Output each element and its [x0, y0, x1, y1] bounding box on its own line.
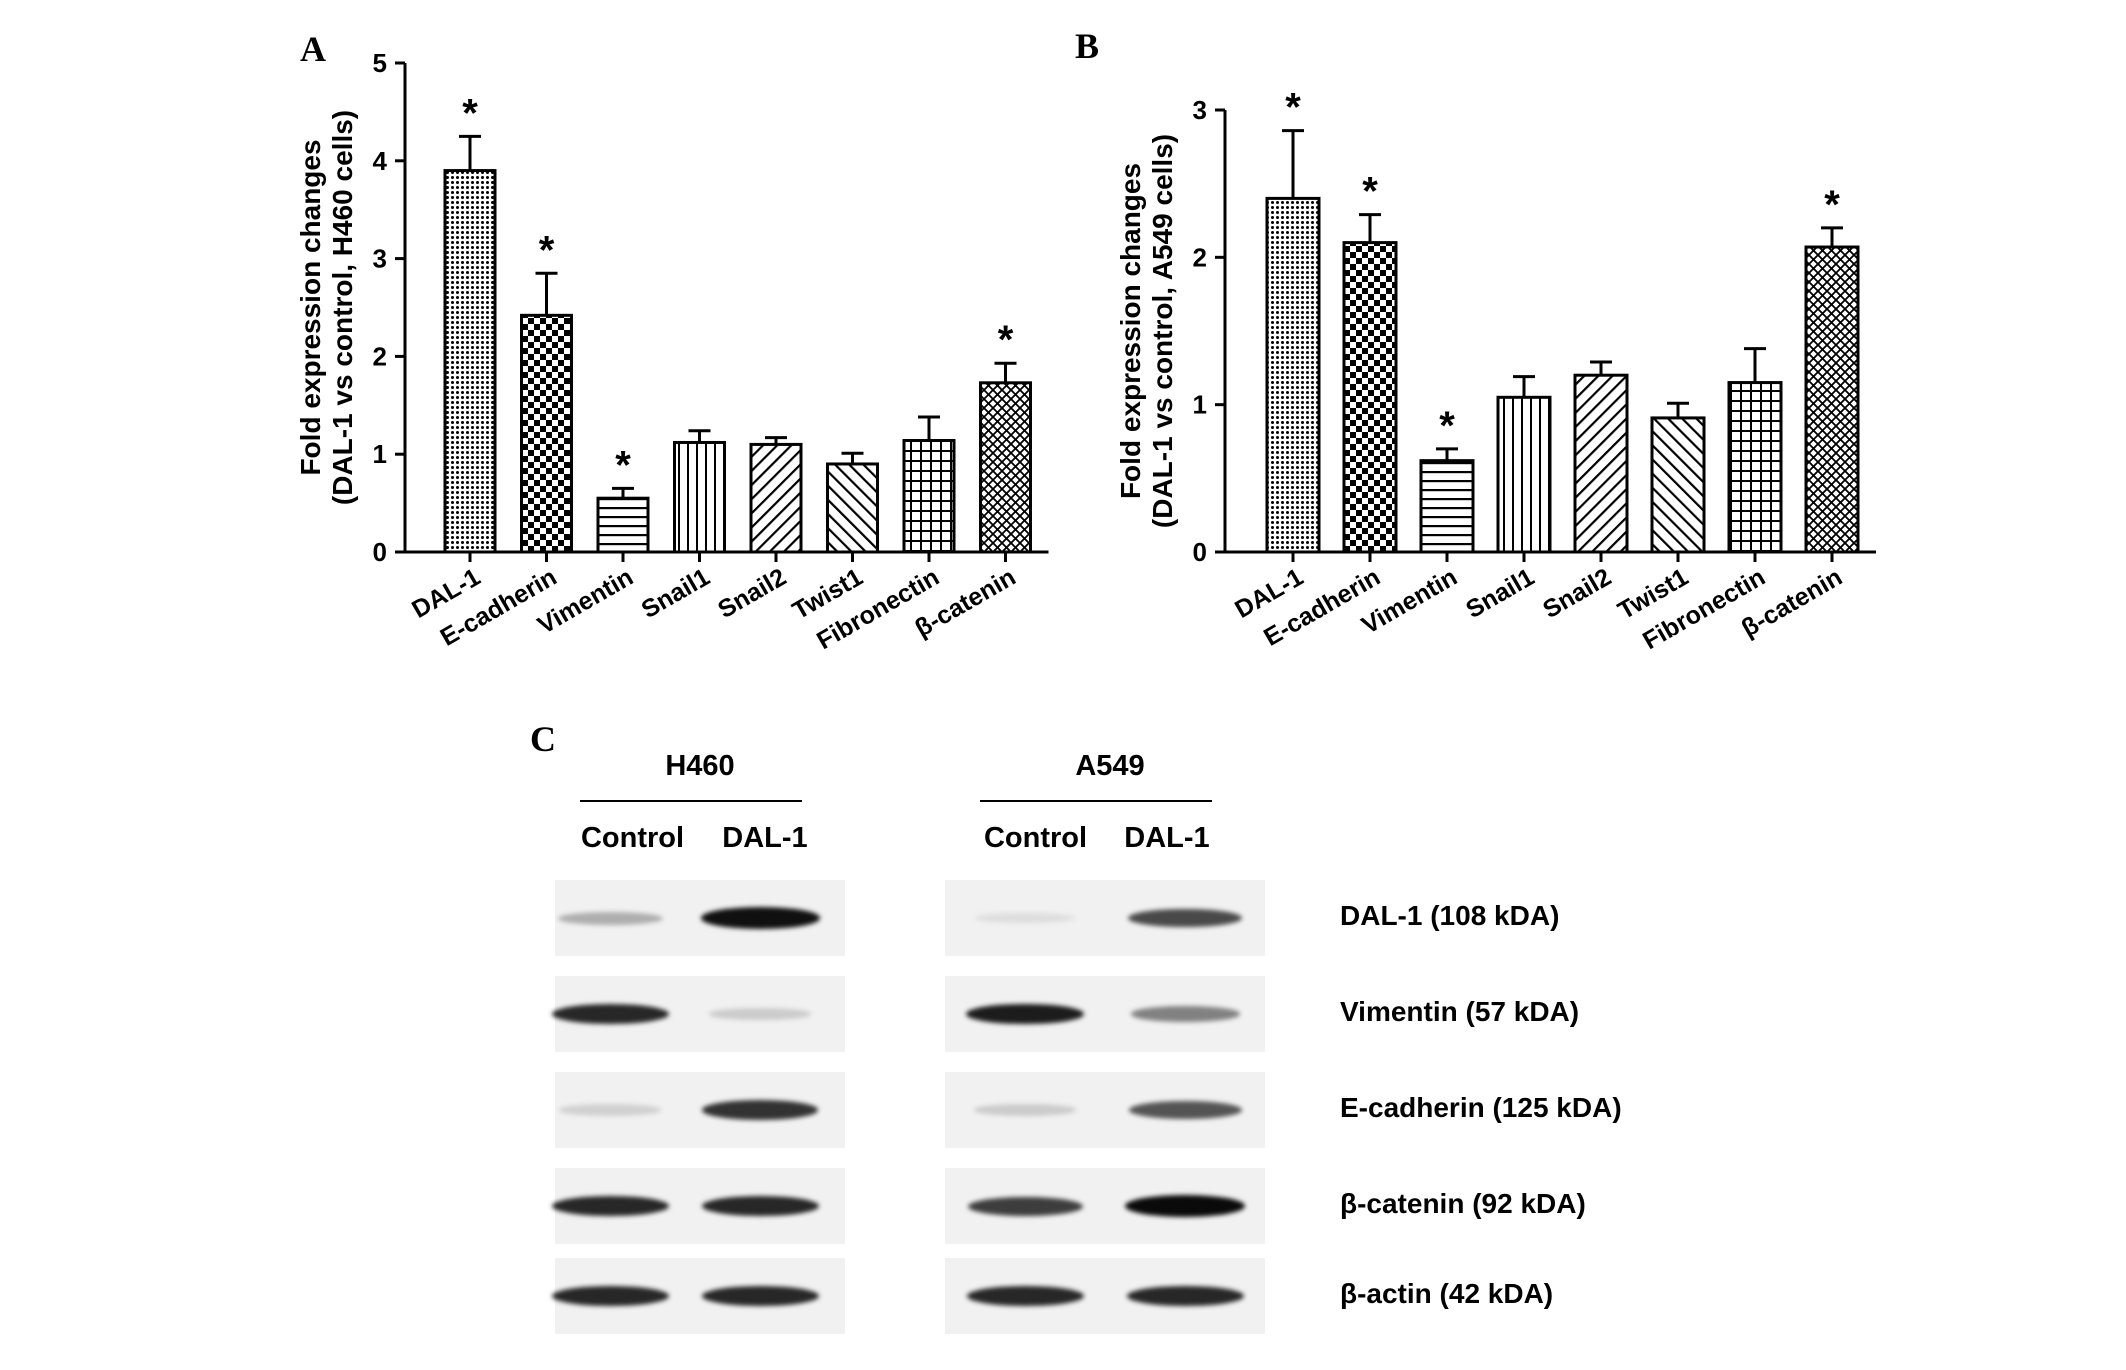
significance-marker: * — [1285, 86, 1301, 130]
lane-h460-dal1: DAL-1 — [722, 822, 808, 854]
lane-a549-dal1: DAL-1 — [1124, 822, 1210, 854]
panel-label-a: A — [300, 29, 326, 69]
blot-band — [702, 1100, 818, 1120]
significance-marker: * — [615, 443, 631, 487]
protein-size: (125 kDA) — [1484, 1092, 1622, 1123]
bar-chart-a549: 0 1 2 3 Fold expression changes (DAL-1 vs con… — [1115, 86, 1876, 655]
y-tick-label: 1 — [1193, 390, 1207, 420]
panel-label-b: B — [1075, 26, 1100, 66]
bar-snail2 — [1573, 373, 1629, 554]
significance-marker: * — [539, 228, 555, 272]
bar-snail2 — [749, 442, 803, 554]
blot-band — [1128, 908, 1242, 928]
protein-name: β-actin — [1340, 1278, 1432, 1309]
blot-band — [557, 911, 663, 925]
significance-marker: * — [1824, 183, 1840, 227]
blot-label: β-catenin (92 kDA) — [1340, 1188, 1586, 1220]
blot-band — [700, 907, 820, 929]
y-axis-label: (DAL-1 vs control, A549 cells) — [1147, 134, 1178, 528]
protein-name: E-cadherin — [1340, 1092, 1485, 1123]
blot-band — [1126, 1285, 1244, 1307]
bar-twist1 — [826, 462, 879, 554]
blot-label: Vimentin (57 kDA) — [1340, 996, 1579, 1028]
y-tick-label: 1 — [373, 439, 387, 469]
bar-dal-1 — [443, 169, 497, 554]
protein-size: (92 kDA) — [1464, 1188, 1586, 1219]
panel-label-c: C — [530, 719, 556, 759]
bar-e-cadherin — [1342, 241, 1398, 554]
lane-h460-control: Control — [580, 822, 685, 854]
bar-fibronectin — [902, 439, 956, 554]
y-tick-label: 0 — [373, 537, 387, 567]
significance-marker: * — [1362, 170, 1378, 214]
protein-name: DAL-1 — [1340, 900, 1423, 931]
blot-band — [1130, 1006, 1240, 1022]
protein-name: β-catenin — [1340, 1188, 1465, 1219]
blot-band — [966, 1285, 1084, 1307]
protein-size: (108 kDA) — [1422, 900, 1560, 931]
y-tick-label: 0 — [1193, 537, 1207, 567]
cell-line-h460: H460 — [665, 750, 735, 782]
significance-marker: * — [998, 318, 1014, 362]
y-axis-label: Fold expression changes — [295, 139, 326, 475]
bar-e-cadherin — [520, 313, 573, 554]
protein-name: Vimentin — [1340, 996, 1458, 1027]
blot-band — [967, 1196, 1083, 1216]
a549-divider — [980, 800, 1212, 802]
blot-label: DAL-1 (108 kDA) — [1340, 900, 1559, 932]
blot-band — [1128, 1101, 1242, 1119]
blot-band — [708, 1008, 812, 1020]
blot-band — [701, 1285, 819, 1307]
bar-snail1 — [673, 440, 726, 554]
bar-twist1 — [1650, 416, 1706, 554]
protein-size: (42 kDA) — [1431, 1278, 1554, 1309]
lane-a549-control: Control — [983, 822, 1088, 854]
blot-label: β-actin (42 kDA) — [1340, 1278, 1553, 1310]
blot-band — [559, 1104, 661, 1116]
blot-label: E-cadherin (125 kDA) — [1340, 1092, 1622, 1124]
bar--catenin — [979, 381, 1032, 554]
y-axis-label: Fold expression changes — [1115, 163, 1146, 499]
blot-band — [974, 912, 1076, 924]
blot-band — [551, 1195, 669, 1217]
cell-line-a549: A549 — [1075, 750, 1145, 782]
y-tick-label: 4 — [373, 146, 388, 176]
bar-chart-h460: 0 1 2 3 4 5 Fold expression changes (DAL-1 vs c… — [295, 48, 1049, 655]
blot-band — [973, 1104, 1077, 1116]
y-axis-label: (DAL-1 vs control, H460 cells) — [327, 110, 358, 505]
y-tick-label: 3 — [1193, 95, 1207, 125]
blot-band — [701, 1195, 819, 1217]
bar-vimentin — [1419, 459, 1475, 554]
protein-size: (57 kDA) — [1457, 996, 1580, 1027]
h460-divider — [580, 800, 802, 802]
y-tick-label: 3 — [373, 244, 387, 274]
significance-marker: * — [1439, 404, 1455, 448]
blot-band — [966, 1003, 1084, 1025]
blot-band — [551, 1285, 669, 1307]
significance-marker: * — [462, 91, 478, 135]
blot-band — [1125, 1195, 1245, 1217]
y-tick-label: 2 — [373, 341, 387, 371]
y-tick-label: 2 — [1193, 242, 1207, 272]
y-tick-label: 5 — [373, 48, 387, 78]
blot-band — [551, 1003, 669, 1025]
